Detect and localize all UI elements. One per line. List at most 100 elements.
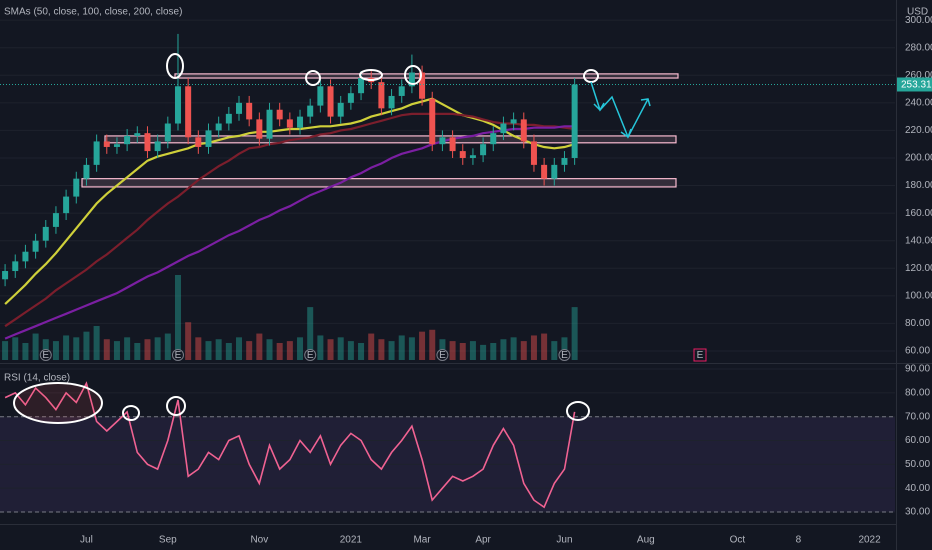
candle-body xyxy=(113,144,120,147)
volume-bar xyxy=(469,341,476,360)
x-tick-label: Oct xyxy=(730,535,746,546)
candle-body xyxy=(134,133,141,136)
candle-body xyxy=(561,157,568,165)
volume-bar xyxy=(174,275,181,360)
volume-bar xyxy=(398,335,405,360)
candle-body xyxy=(510,119,517,124)
circle-annotation xyxy=(404,65,422,85)
volume-bar xyxy=(358,343,365,360)
candle-body xyxy=(429,98,436,145)
volume-bar xyxy=(449,341,456,360)
volume-bar xyxy=(378,339,385,360)
volume-bar xyxy=(347,341,354,360)
volume-bar xyxy=(22,343,29,360)
volume-bar xyxy=(83,331,90,360)
currency: USD xyxy=(907,7,928,18)
candle-body xyxy=(571,84,578,158)
price-zone xyxy=(81,178,677,188)
circle-annotation xyxy=(13,382,103,424)
candle-body xyxy=(174,86,181,124)
candle-body xyxy=(266,109,273,139)
earnings-marker xyxy=(304,349,317,361)
rsi-line xyxy=(4,381,576,509)
volume-bar xyxy=(561,337,568,360)
volume-bar xyxy=(144,339,151,360)
volume-bar xyxy=(530,335,537,360)
candle-body xyxy=(52,213,59,227)
earnings-label: E xyxy=(439,350,446,361)
circle-annotation xyxy=(359,69,383,81)
candle-body xyxy=(337,102,344,117)
candle-body xyxy=(541,164,548,179)
y-tick-label: 100.00 xyxy=(905,290,932,301)
y-tick-label: 70.00 xyxy=(905,411,930,422)
candle-body xyxy=(103,141,110,147)
next-earnings: E xyxy=(697,350,704,361)
price-zone xyxy=(174,73,679,79)
volume-bar xyxy=(225,343,232,360)
x-tick-label: Aug xyxy=(637,535,655,546)
candle-body xyxy=(297,116,304,128)
y-tick-label: 180.00 xyxy=(905,180,932,191)
x-tick-label: 2021 xyxy=(340,535,363,546)
circle-annotation xyxy=(305,70,321,86)
candle-body xyxy=(236,102,243,114)
earnings-marker xyxy=(171,349,184,361)
circle-annotation xyxy=(166,53,184,79)
y-tick-label: 90.00 xyxy=(905,364,930,375)
volume-bar xyxy=(52,341,59,360)
candle-body xyxy=(154,141,161,152)
rsi-pane-title: RSI (14, close) xyxy=(4,373,70,384)
circle-annotation xyxy=(166,396,186,416)
candle-body xyxy=(215,123,222,131)
arrow-head xyxy=(640,98,651,107)
candle-body xyxy=(276,109,283,120)
candle-body xyxy=(459,151,466,158)
volume-bar xyxy=(256,333,263,360)
candle-body xyxy=(317,86,324,106)
volume-bar xyxy=(520,341,527,360)
volume-bar xyxy=(419,331,426,360)
last-price-box xyxy=(897,77,932,92)
candle-body xyxy=(42,226,49,241)
arrow-head xyxy=(620,128,632,139)
candle-body xyxy=(32,240,39,252)
candle-body xyxy=(419,72,426,99)
earnings-marker xyxy=(558,349,571,361)
plot: 60.00 80.00 100.00 120.00 140.00 160.00 180.00… xyxy=(0,15,932,546)
candle-body xyxy=(480,144,487,156)
arrow-head xyxy=(593,102,605,112)
candle-body xyxy=(164,123,171,142)
y-tick-label: 220.00 xyxy=(905,125,932,136)
volume-bar xyxy=(185,322,192,360)
volume-bar xyxy=(93,326,100,360)
candle-body xyxy=(530,141,537,165)
sma-line xyxy=(4,125,575,340)
volume-bar xyxy=(73,337,80,360)
volume-bar xyxy=(266,339,273,360)
candle-body xyxy=(490,133,497,145)
volume-bar xyxy=(388,341,395,360)
candle-body xyxy=(408,72,415,87)
volume-bar xyxy=(124,337,131,360)
volume-bar xyxy=(215,339,222,360)
earnings-marker xyxy=(39,349,52,361)
volume-bar xyxy=(246,341,253,360)
earnings-marker xyxy=(436,349,449,361)
candle-body xyxy=(469,155,476,158)
y-tick-label: 50.00 xyxy=(905,459,930,470)
earnings-label: E xyxy=(42,350,49,361)
volume-bar xyxy=(510,337,517,360)
volume-bar xyxy=(164,333,171,360)
volume-bar xyxy=(12,337,19,360)
volume-bar xyxy=(408,337,415,360)
volume-bar xyxy=(480,344,487,360)
candle-body xyxy=(195,137,202,147)
candle-body xyxy=(63,196,70,214)
candle-body xyxy=(500,123,507,134)
volume-bar xyxy=(286,341,293,360)
candle-body xyxy=(246,102,253,120)
x-tick-label: 8 xyxy=(796,535,802,546)
x-tick-label: Jul xyxy=(80,535,93,546)
